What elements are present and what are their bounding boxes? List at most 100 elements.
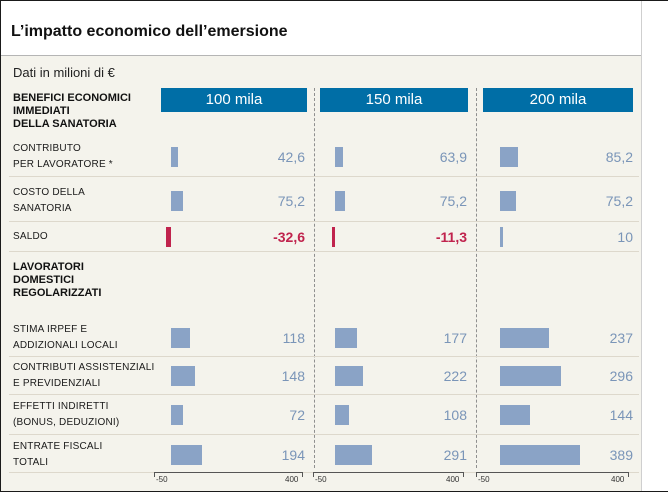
section-label: LAVORATORI DOMESTICI REGOLARIZZATI [13,261,101,300]
row-separator [9,356,639,357]
data-label: 296 [609,368,633,384]
section-label-line: REGOLARIZZATI [13,287,102,299]
data-label: 194 [281,447,305,463]
row-label: ENTRATE FISCALI TOTALI [13,439,103,471]
row-separator [9,251,639,252]
section-label-line: DOMESTICI [13,274,75,286]
header-band [1,1,667,56]
section-label-line: BENEFICI ECONOMICI [13,92,131,104]
column-header-150-mila: 150 mila [320,88,468,112]
data-bar [500,366,562,386]
data-label: 72 [289,407,305,423]
row-label: COSTO DELLA SANATORIA [13,185,85,217]
data-label: 75,2 [605,193,633,209]
data-bar [500,147,518,167]
x-axis-line [476,472,628,473]
x-axis-tick-label: -50 [478,475,490,484]
right-margin-strip [641,1,668,491]
row-label-line: SANATORIA [13,203,72,214]
row-label: SALDO [13,229,48,245]
x-axis-line [313,472,463,473]
row-label-line: E PREVIDENZIALI [13,378,101,389]
data-bar [335,328,358,348]
data-bar [171,445,203,465]
data-bar [500,328,549,348]
data-label: -32,6 [273,229,305,245]
x-axis-tick [628,472,629,477]
panel-separator [476,88,477,468]
x-axis-tick-label: 400 [611,475,625,484]
data-label: 389 [609,447,633,463]
data-label: 75,2 [277,193,305,209]
x-axis-tick [302,472,303,477]
data-label: 10 [617,229,633,245]
data-bar [171,191,184,211]
data-label: 237 [609,330,633,346]
data-label: 85,2 [605,149,633,165]
row-separator [9,221,639,222]
data-bar [500,445,581,465]
data-label: 177 [443,330,467,346]
column-header-200-mila: 200 mila [483,88,633,112]
x-axis-tick [476,472,477,477]
row-label: CONTRIBUTO PER LAVORATORE * [13,141,113,173]
row-label-line: STIMA IRPEF E [13,324,88,335]
data-bar [171,147,178,167]
x-axis-line [154,472,302,473]
data-label: 148 [281,368,305,384]
data-bar [335,445,372,465]
data-bar [500,191,516,211]
data-bar [500,227,503,247]
x-axis-tick-label: -50 [315,475,327,484]
row-label: STIMA IRPEF E ADDIZIONALI LOCALI [13,322,118,354]
row-label-line: SALDO [13,231,48,242]
data-bar [165,227,171,247]
data-label: 291 [443,447,467,463]
data-bar [171,405,183,425]
data-bar [332,227,335,247]
chart-title: L’impatto economico dell’emersione [11,23,288,40]
row-separator [9,394,639,395]
chart-subtitle: Dati in milioni di € [13,65,115,80]
panel-separator [314,88,315,468]
data-bar [171,366,195,386]
x-axis-tick [463,472,464,477]
data-label: 144 [609,407,633,423]
row-label-line: ENTRATE FISCALI [13,441,103,452]
row-label-line: EFFETTI INDIRETTI [13,401,109,412]
section-label-line: DELLA SANATORIA [13,118,117,130]
data-label: 222 [443,368,467,384]
column-header-100-mila: 100 mila [161,88,307,112]
row-separator [9,434,639,435]
row-label-line: TOTALI [13,457,49,468]
section-label-line: LAVORATORI [13,261,84,273]
data-bar [500,405,530,425]
x-axis-tick-label: 400 [285,475,299,484]
row-label-line: PER LAVORATORE * [13,159,113,170]
section-label: BENEFICI ECONOMICI IMMEDIATI DELLA SANATOR… [13,92,131,131]
data-bar [335,405,349,425]
row-label-line: (BONUS, DEDUZIONI) [13,417,120,428]
row-label-line: CONTRIBUTI ASSISTENZIALI [13,362,155,373]
x-axis-tick-label: 400 [446,475,460,484]
x-axis-tick-label: -50 [156,475,168,484]
data-label: 42,6 [277,149,305,165]
data-label: -11,3 [435,229,467,245]
row-label: EFFETTI INDIRETTI (BONUS, DEDUZIONI) [13,399,119,431]
section-label-line: IMMEDIATI [13,105,70,117]
x-axis-tick [313,472,314,477]
data-label: 63,9 [439,149,467,165]
row-label-line: CONTRIBUTO [13,143,81,154]
row-label-line: ADDIZIONALI LOCALI [13,340,118,351]
data-bar [335,366,364,386]
data-label: 75,2 [439,193,467,209]
data-label: 108 [443,407,467,423]
data-bar [335,147,344,167]
row-label-line: COSTO DELLA [13,187,86,198]
row-separator [9,176,639,177]
data-bar [335,191,345,211]
x-axis-tick [154,472,155,477]
data-label: 118 [282,330,305,346]
row-label: CONTRIBUTI ASSISTENZIALI E PREVIDENZIALI [13,360,155,392]
